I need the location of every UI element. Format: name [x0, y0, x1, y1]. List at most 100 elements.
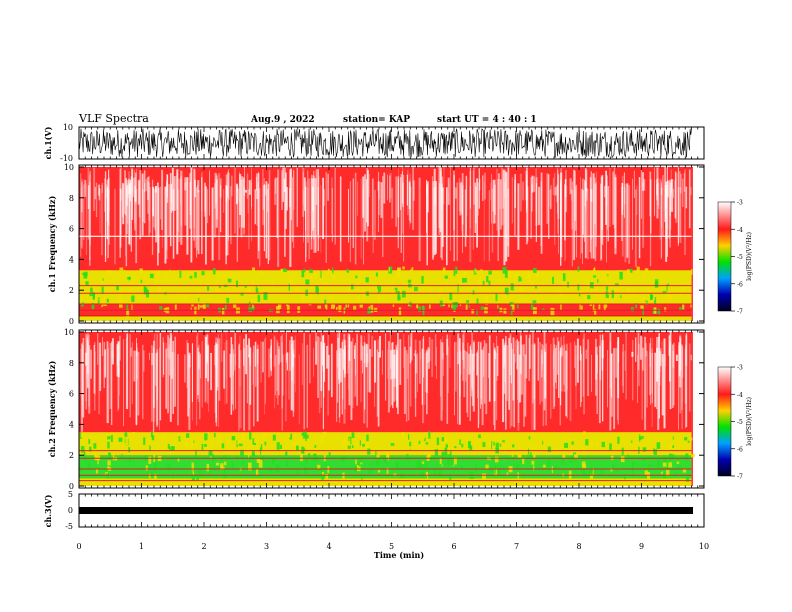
spectrogram-streak: [169, 338, 171, 376]
spectrogram-streak: [162, 337, 164, 378]
spectrogram-streak: [400, 177, 402, 211]
spectrogram-patch: [248, 462, 252, 471]
spectrogram-patch: [300, 453, 303, 462]
spectrogram-patch: [483, 455, 486, 459]
spectrogram-patch: [542, 308, 545, 311]
spectrogram-streak: [193, 168, 195, 241]
spectrogram-ytick-label: 0: [69, 482, 74, 491]
spectrogram-patch: [466, 451, 469, 455]
spectrogram-streak: [587, 339, 590, 396]
spectrogram-streak: [524, 354, 527, 417]
spectrogram-streak: [582, 189, 584, 235]
spectrogram-streak: [311, 187, 314, 212]
colorbar-label: log(PSD)(V²/Hz): [746, 232, 753, 281]
spectrogram-streak: [591, 354, 592, 392]
spectrogram-patch: [190, 444, 194, 448]
spectrogram-patch: [517, 453, 522, 458]
spectrogram-patch: [256, 468, 259, 476]
spectrogram-streak: [650, 337, 651, 405]
spectrogram-patch: [360, 462, 363, 465]
spectrogram-streak: [393, 354, 396, 379]
spectrogram-patch: [666, 470, 670, 477]
spectrogram-streak: [525, 334, 528, 379]
spectrogram-streak: [109, 343, 112, 409]
spectrogram-streak: [154, 188, 156, 231]
spectrogram-streak: [519, 332, 522, 402]
spectrogram-patch: [517, 293, 519, 297]
spectrogram-streak: [87, 333, 89, 389]
spectrogram-patch: [221, 307, 225, 315]
spectrogram-streak: [149, 187, 151, 233]
spectrogram-streak: [584, 168, 587, 259]
spectrogram-streak: [530, 177, 532, 239]
spectrogram-patch: [461, 466, 464, 470]
spectrogram-streak: [288, 352, 290, 400]
ch3-ytick-top: 5: [68, 490, 73, 499]
spectrogram-streak: [120, 167, 122, 235]
spectrogram-patch: [96, 455, 101, 461]
spectrogram-patch: [635, 303, 637, 309]
spectrogram-patch: [101, 303, 103, 308]
spectrogram-patch: [534, 444, 537, 450]
spectrogram-streak: [341, 342, 343, 415]
spectrogram-streak: [337, 352, 339, 404]
ch3-waveform-ylabel: ch.3(V): [43, 494, 53, 527]
spectrogram-streak: [163, 342, 165, 375]
spectrogram-patch: [593, 268, 595, 271]
spectrogram-streak: [311, 174, 313, 240]
spectrogram-patch: [155, 276, 159, 283]
spectrogram-streak: [129, 334, 131, 418]
spectrogram-streak: [267, 183, 269, 264]
spectrogram-streak: [336, 350, 338, 422]
spectrogram-ytick-label: 8: [69, 194, 74, 203]
spectrogram-streak: [220, 333, 223, 363]
spectrogram-patch: [667, 283, 670, 287]
spectrogram-streak: [483, 181, 485, 262]
spectrogram-streak: [669, 332, 672, 410]
spectrogram-streak: [263, 178, 265, 226]
spectrogram-streak: [344, 345, 346, 374]
spectrogram-streak: [466, 177, 468, 216]
spectrogram-streak: [583, 178, 584, 239]
spectrogram-streak: [552, 354, 554, 387]
spectrogram-patch: [444, 437, 448, 445]
spectrogram-streak: [461, 173, 464, 225]
spectrogram-streak: [389, 332, 391, 369]
spectrogram-patch: [357, 295, 361, 302]
spectrogram-streak: [660, 179, 662, 260]
spectrogram-patch: [280, 444, 283, 449]
spectrogram-patch: [209, 467, 211, 475]
spectrogram-streak: [682, 178, 684, 207]
spectrogram-patch: [499, 435, 502, 441]
spectrogram-patch: [512, 303, 515, 312]
spectrogram-patch: [499, 443, 502, 447]
spectrogram-patch: [356, 465, 361, 472]
spectrogram-patch: [436, 437, 440, 446]
spectrogram-streak: [674, 179, 676, 218]
spectrogram-patch: [582, 449, 586, 456]
spectrogram-patch: [447, 460, 450, 466]
spectrogram-streak: [550, 189, 552, 210]
spectrogram-band: [79, 270, 692, 305]
spectrogram-patch: [452, 302, 457, 310]
spectrogram-streak: [331, 188, 333, 242]
spectrogram-patch: [263, 292, 268, 300]
spectrogram-streak: [461, 184, 464, 236]
spectrogram-patch: [672, 436, 674, 440]
spectrogram-streak: [292, 170, 295, 210]
spectrogram-streak: [633, 170, 635, 198]
spectrogram-streak: [669, 346, 670, 382]
spectrogram-patch: [421, 276, 424, 284]
spectrogram-streak: [238, 346, 239, 431]
spectrogram-streak: [343, 349, 344, 370]
spectrogram-streak: [315, 178, 317, 253]
spectrogram-patch: [96, 297, 99, 301]
spectrogram-patch: [303, 448, 306, 451]
spectrogram-patch: [502, 267, 507, 274]
spectrogram-streak: [478, 182, 479, 216]
spectrogram-streak: [469, 185, 472, 229]
spectrogram-streak: [595, 182, 597, 247]
spectrogram-patch: [201, 443, 204, 451]
spectrogram-patch: [518, 276, 522, 282]
spectrogram-patch: [668, 443, 673, 449]
